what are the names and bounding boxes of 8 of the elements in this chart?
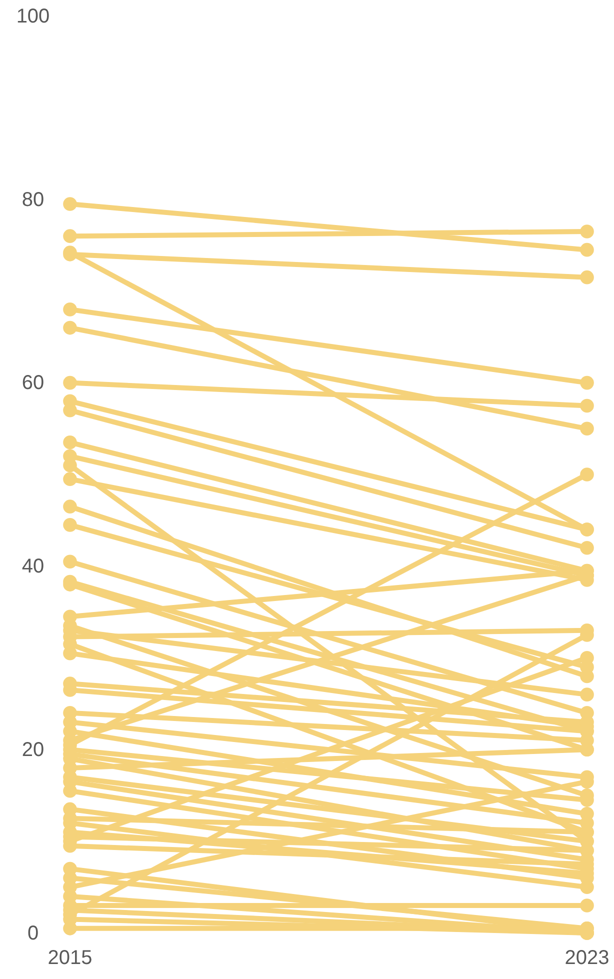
y-tick-label: 80	[22, 188, 44, 211]
y-tick-label: 60	[22, 372, 44, 394]
x-tick-label: 2015	[48, 947, 92, 970]
y-tick-label: 20	[22, 739, 44, 761]
y-tick-label: 0	[27, 922, 39, 944]
x-tick-label: 2023	[564, 947, 610, 970]
y-tick-label: 100	[16, 5, 50, 28]
y-tick-label: 40	[22, 556, 44, 578]
